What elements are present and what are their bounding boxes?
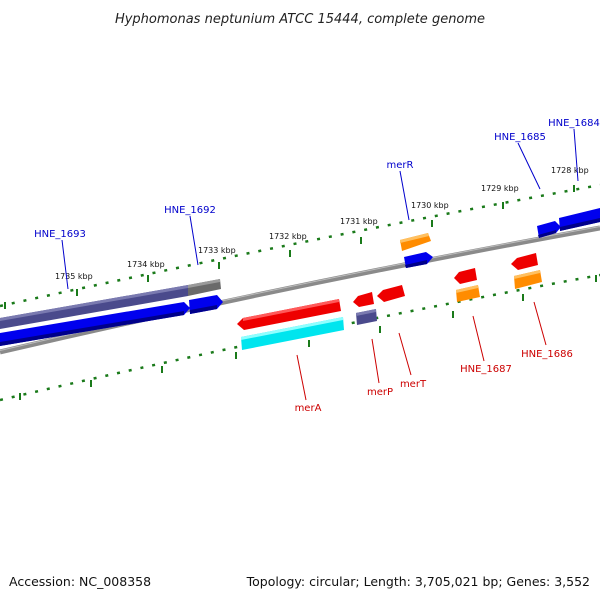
gene-leader-line: [61, 239, 69, 290]
gene-label-mera: merA: [295, 403, 322, 414]
gray-feature-block-top: [188, 279, 220, 288]
gene-label-hne-1685: HNE_1685: [494, 132, 546, 143]
gene-label-hne-1684: HNE_1684: [548, 118, 600, 129]
upper-gene-labels: HNE_1693 HNE_1692 merR HNE_1685 HNE_1684: [34, 118, 600, 290]
cyan-feature-band-top: [241, 317, 343, 340]
lower-gene-labels: merA merP merT HNE_1687 HNE_1686: [295, 301, 573, 414]
orange-feature-arrow: [400, 233, 431, 251]
lower-major-ticks: [19, 275, 597, 400]
gene-leader-line: [399, 170, 410, 221]
orange-feature-block-top: [514, 270, 540, 279]
genome-backbone: [0, 225, 600, 355]
tick-label: 1733 kbp: [198, 246, 236, 255]
lower-scale-track: [0, 273, 600, 402]
gene-label-merp: merP: [367, 387, 393, 398]
gene-leader-line: [189, 215, 199, 266]
gene-label-merr: merR: [387, 160, 414, 171]
gene-label-hne-1692: HNE_1692: [164, 205, 216, 216]
genome-summary-text: Topology: circular; Length: 3,705,021 bp…: [246, 574, 590, 589]
slate-feature-block-top: [356, 309, 376, 316]
lower-features: [237, 253, 542, 350]
red-cds-arrow: [454, 268, 477, 284]
gene-label-mert: merT: [400, 379, 427, 390]
tick-label: 1732 kbp: [269, 232, 307, 241]
gene-leader-line: [398, 332, 412, 376]
red-cds-arrow: [511, 253, 538, 270]
blue-cds-arrow-shade: [0, 311, 184, 346]
slate-feature-band-top: [0, 285, 188, 321]
gene-label-hne-1686: HNE_1686: [521, 349, 573, 360]
gene-label-hne-1693: HNE_1693: [34, 229, 86, 240]
upper-features: [0, 208, 600, 346]
red-cds-arrow: [353, 292, 374, 307]
orange-feature-block-top: [456, 285, 478, 293]
scale-tick-labels: 1735 kbp 1734 kbp 1733 kbp 1732 kbp 1731…: [55, 166, 589, 281]
orange-feature-arrow-top: [400, 233, 429, 243]
gene-leader-line: [472, 315, 485, 362]
tick-label: 1729 kbp: [481, 184, 519, 193]
gene-leader-line: [517, 142, 541, 190]
gene-leader-line: [533, 301, 547, 346]
tick-label: 1730 kbp: [411, 201, 449, 210]
tick-label: 1735 kbp: [55, 272, 93, 281]
gene-leader-line: [371, 338, 380, 384]
accession-text: Accession: NC_008358: [9, 574, 151, 589]
gene-leader-line: [573, 128, 579, 182]
blue-cds-arrow-shade: [560, 218, 600, 231]
blue-cds-arrow-shade: [190, 305, 217, 314]
tick-label: 1728 kbp: [551, 166, 589, 175]
map-title: Hyphomonas neptunium ATCC 15444, complet…: [115, 12, 485, 27]
tick-label: 1734 kbp: [127, 260, 165, 269]
upper-major-ticks: [4, 185, 575, 309]
red-cds-arrow-top: [243, 299, 339, 321]
blue-cds-arrow-shade: [538, 230, 556, 238]
upper-scale-track: [0, 183, 600, 308]
red-cds-arrow: [377, 285, 405, 302]
gene-label-hne-1687: HNE_1687: [460, 364, 512, 375]
tick-label: 1731 kbp: [340, 217, 378, 226]
blue-cds-arrow-shade: [405, 260, 427, 268]
cyan-feature-band: [241, 317, 344, 350]
gene-leader-line: [296, 354, 307, 401]
